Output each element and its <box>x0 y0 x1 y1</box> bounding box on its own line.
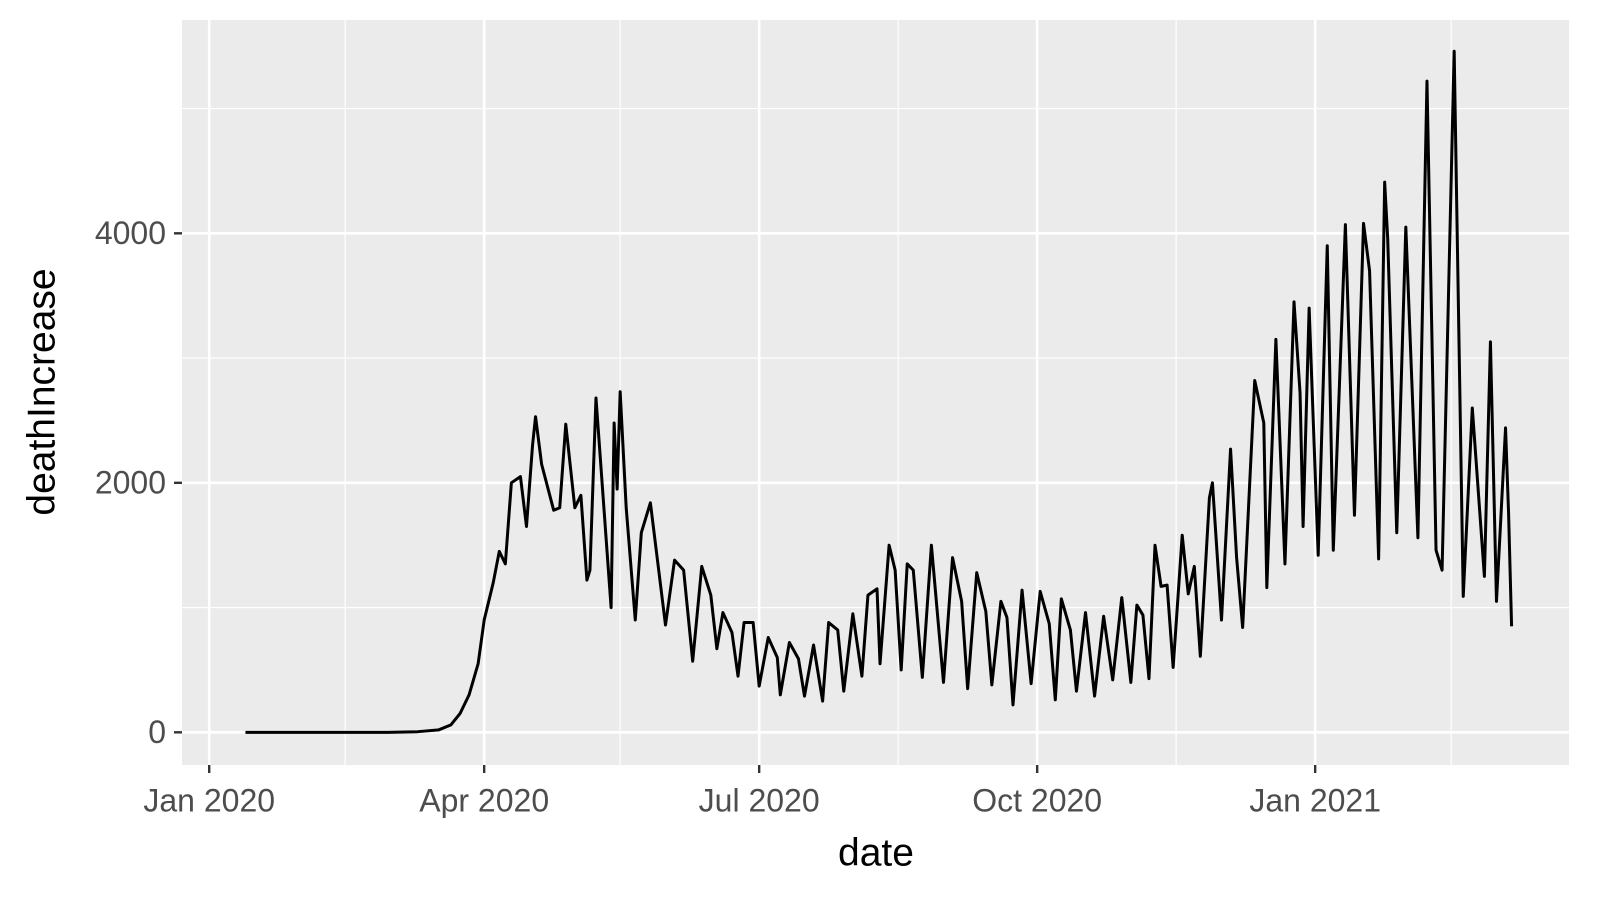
y-tick-label: 2000 <box>95 464 166 500</box>
x-axis-title: date <box>838 831 914 874</box>
x-tick-label: Jan 2021 <box>1249 782 1381 818</box>
y-axis-title: deathIncrease <box>20 268 63 515</box>
y-tick-label: 4000 <box>95 215 166 251</box>
x-tick-label: Jan 2020 <box>143 782 275 818</box>
data-line <box>245 49 1514 734</box>
x-tick-label: Oct 2020 <box>972 782 1102 818</box>
x-tick-label: Apr 2020 <box>419 782 549 818</box>
labels: 0 2000 4000 Jan 2020 Apr 2020 Jul 2020 Oct 202… <box>95 215 1381 819</box>
marks <box>245 49 1514 734</box>
plot-panel <box>182 20 1569 765</box>
x-tick-label: Jul 2020 <box>699 782 820 818</box>
y-tick-label: 0 <box>148 714 166 750</box>
